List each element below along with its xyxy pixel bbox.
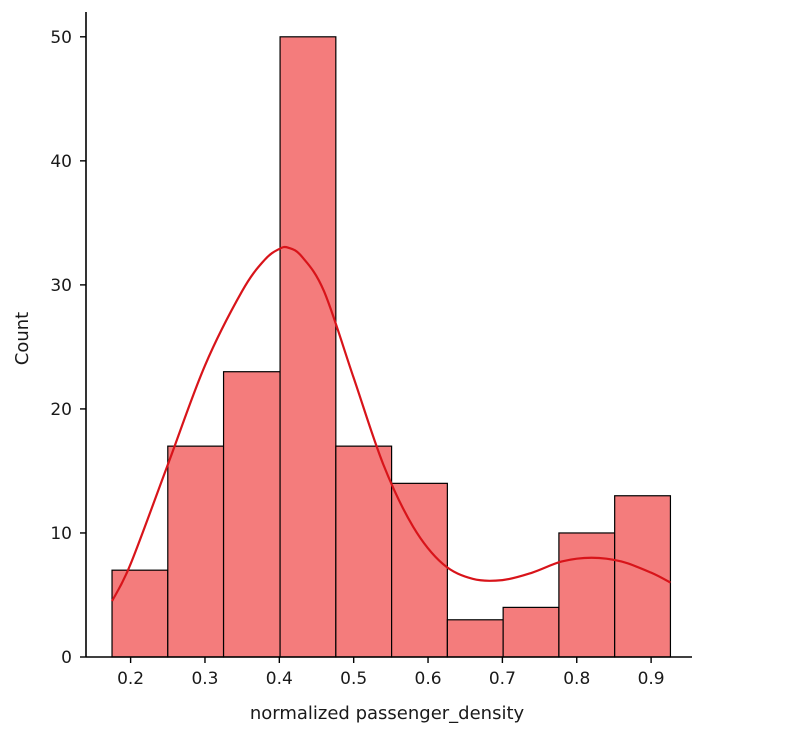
histogram-bar-6 xyxy=(391,482,448,658)
histogram-bar-5 xyxy=(335,445,393,658)
x-tick-label: 0.4 xyxy=(266,669,293,689)
histogram-bars xyxy=(111,36,672,658)
histogram-bar-9 xyxy=(558,532,616,658)
x-tick-label: 0.5 xyxy=(340,669,367,689)
kde-curve xyxy=(111,245,671,602)
y-tick-label: 10 xyxy=(50,524,72,544)
histogram-bar-7 xyxy=(446,619,504,658)
x-tick-label: 0.2 xyxy=(117,669,144,689)
x-tick-label: 0.3 xyxy=(191,669,218,689)
y-tick-label: 40 xyxy=(50,152,72,172)
histogram-bar-2 xyxy=(167,445,225,658)
x-tick-label: 0.7 xyxy=(489,669,516,689)
y-axis-label: Count xyxy=(12,312,33,365)
histogram-bar-3 xyxy=(222,371,281,658)
histogram-bar-4 xyxy=(279,36,337,658)
histogram-bar-8 xyxy=(502,606,560,658)
x-tick-label: 0.6 xyxy=(415,669,442,689)
y-tick-label: 0 xyxy=(61,648,72,668)
y-tick-label: 30 xyxy=(50,276,72,296)
histogram-bar-1 xyxy=(111,569,169,658)
x-axis-ticks: 0.2 0.3 0.4 0.5 0.6 0.7 0.8 0.9 xyxy=(117,657,665,689)
y-tick-label: 50 xyxy=(50,28,72,48)
x-axis-label: normalized passenger_density xyxy=(250,703,525,724)
y-axis-ticks: 0 10 20 30 40 50 xyxy=(50,28,86,668)
x-tick-label: 0.9 xyxy=(638,669,665,689)
y-tick-label: 20 xyxy=(50,400,72,420)
histogram-bar-10 xyxy=(614,495,672,658)
x-tick-label: 0.8 xyxy=(563,669,590,689)
